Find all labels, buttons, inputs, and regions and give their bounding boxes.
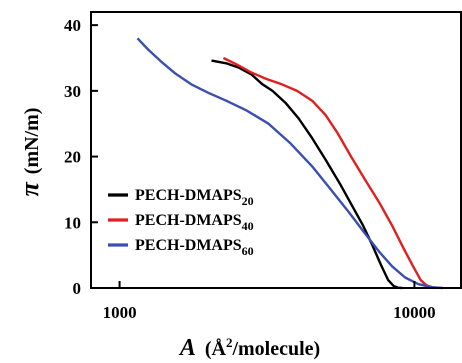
series-line-60 [136,37,444,290]
x-axis-ticks: 1000 10000 [103,281,436,322]
x-axis-unit-prefix: (Å [205,337,227,360]
series-line-20 [211,59,403,290]
y-axis-unit: (mN/m) [21,108,43,175]
y-tick-label: 20 [64,148,81,167]
x-axis-unit-sup: 2 [226,335,233,350]
legend-label-40: PECH-DMAPS40 [135,212,254,233]
y-axis-ticks: 0 10 20 30 40 [64,16,98,298]
y-tick-label: 0 [73,279,82,298]
legend-label-60: PECH-DMAPS60 [135,237,254,258]
x-axis-unit-suffix: /molecule) [231,338,320,360]
y-axis-symbol: π [15,181,44,196]
plot-lines [136,37,444,290]
legend: PECH-DMAPS20 PECH-DMAPS40 PECH-DMAPS60 [108,187,254,258]
y-axis-label: π (mN/m) [15,108,44,197]
series-line-40 [222,56,438,290]
x-axis-label: A (Å2/molecule) [178,335,320,361]
y-tick-label: 10 [64,213,81,232]
x-tick-label: 1000 [103,303,137,322]
plot-frame [90,11,462,289]
x-axis-symbol: A [178,335,196,361]
legend-label-20: PECH-DMAPS20 [135,187,254,208]
y-tick-label: 40 [64,16,81,35]
x-tick-label: 10000 [393,303,436,322]
y-tick-label: 30 [64,82,81,101]
